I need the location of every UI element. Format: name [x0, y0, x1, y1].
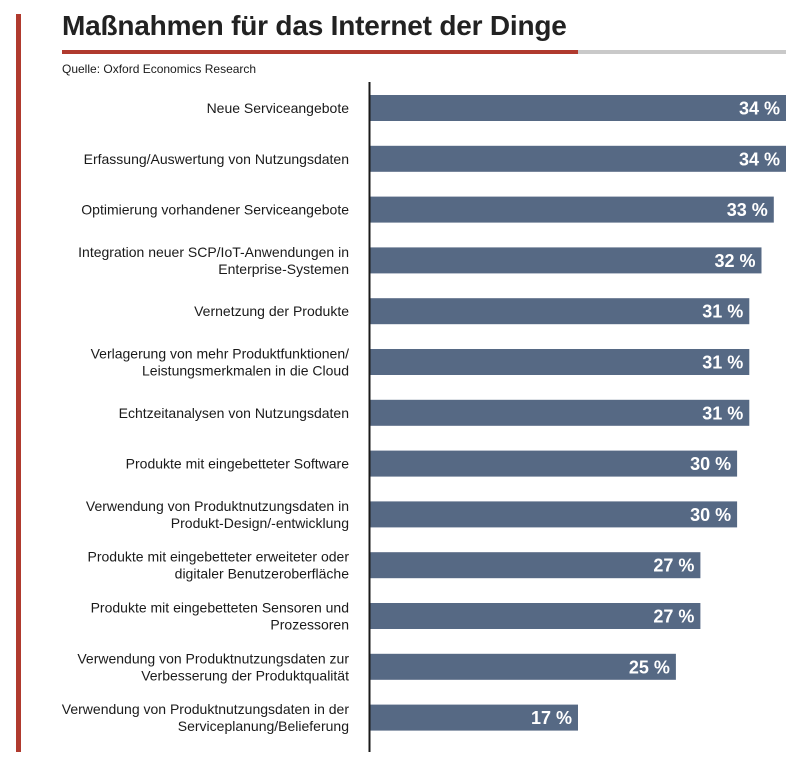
title-underline-accent	[62, 50, 578, 54]
category-label-12-line-1: Verwendung von Produktnutzungsdaten zur	[77, 650, 349, 666]
value-label-11: 27 %	[653, 607, 694, 627]
bar-9	[370, 501, 738, 528]
bar-4	[370, 247, 762, 274]
category-label-8: Produkte mit eingebetteter Software	[126, 456, 350, 472]
source-note: Quelle: Oxford Economics Research	[62, 62, 257, 76]
bar-8	[370, 450, 738, 477]
category-label-4-line-2: Enterprise-Systemen	[218, 261, 349, 277]
category-label-13-line-2: Serviceplanung/Belieferung	[178, 718, 349, 734]
category-label-6-line-1: Verlagerung von mehr Produktfunktionen/	[91, 346, 349, 362]
value-label-8: 30 %	[690, 454, 731, 474]
chart-title: Maßnahmen für das Internet der Dinge	[62, 10, 567, 41]
bar-3	[370, 196, 774, 223]
category-label-11-line-2: Prozessoren	[270, 617, 349, 633]
category-label-4-line-1: Integration neuer SCP/IoT-Anwendungen in	[78, 244, 349, 260]
bar-11	[370, 603, 701, 629]
bar-1	[370, 95, 786, 121]
bar-13	[370, 704, 578, 731]
category-label-10-line-2: digitaler Benutzeroberfläche	[175, 566, 350, 582]
category-label-9-line-1: Verwendung von Produktnutzungsdaten in	[86, 498, 349, 514]
value-label-13: 17 %	[531, 708, 572, 728]
value-label-4: 32 %	[714, 251, 755, 271]
category-label-11-line-1: Produkte mit eingebetteten Sensoren und	[91, 600, 349, 616]
category-label-6-line-2: Leistungsmerkmalen in die Cloud	[142, 363, 349, 379]
bar-6	[370, 349, 750, 375]
value-label-7: 31 %	[702, 403, 743, 423]
category-label-13-line-1: Verwendung von Produktnutzungsdaten in d…	[62, 701, 350, 717]
category-label-5: Vernetzung der Produkte	[194, 303, 349, 319]
bar-5	[370, 298, 750, 325]
value-label-6: 31 %	[702, 353, 743, 373]
value-label-5: 31 %	[702, 302, 743, 322]
category-label-7: Echtzeitanalysen von Nutzungsdaten	[119, 405, 349, 421]
category-label-10-line-1: Produkte mit eingebetteter erweiteter od…	[88, 549, 350, 565]
value-label-3: 33 %	[727, 200, 768, 220]
bar-10	[370, 552, 701, 579]
category-label-1: Neue Serviceangebote	[207, 100, 350, 116]
category-label-12-line-2: Verbesserung der Produktqualität	[141, 667, 349, 683]
value-label-12: 25 %	[629, 657, 670, 677]
category-label-9-line-2: Produkt-Design/-entwicklung	[171, 515, 349, 531]
category-label-3: Optimierung vorhandener Serviceangebote	[81, 202, 349, 218]
bar-7	[370, 399, 750, 426]
value-label-2: 34 %	[739, 149, 780, 169]
value-label-9: 30 %	[690, 505, 731, 525]
value-label-1: 34 %	[739, 99, 780, 119]
left-accent-stripe	[16, 14, 21, 752]
bar-12	[370, 653, 676, 680]
bar-2	[370, 145, 786, 172]
category-label-2: Erfassung/Auswertung von Nutzungsdaten	[84, 151, 349, 167]
value-label-10: 27 %	[653, 556, 694, 576]
